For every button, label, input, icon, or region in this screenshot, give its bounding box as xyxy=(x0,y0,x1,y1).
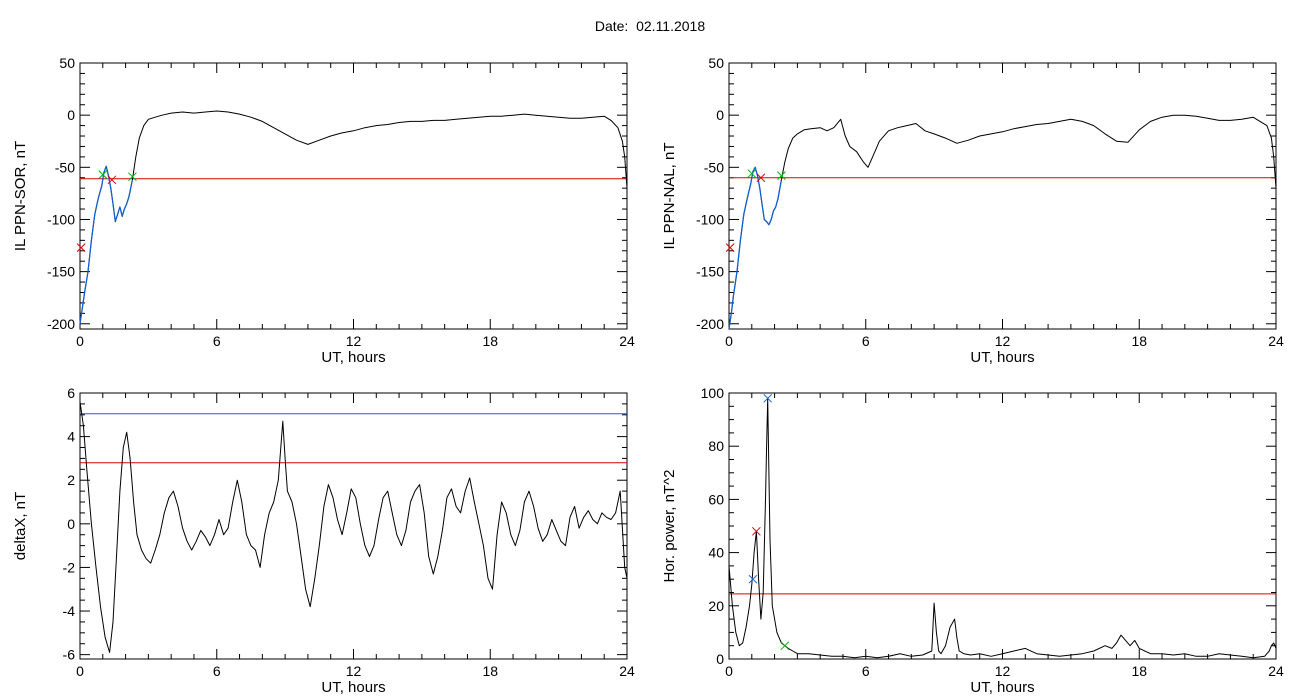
x-tick-label: 6 xyxy=(213,663,221,679)
series-line-signal xyxy=(728,114,1277,330)
y-tick-label: 80 xyxy=(708,438,724,454)
y-tick-label: -4 xyxy=(63,603,76,619)
series-line-highlight xyxy=(79,165,134,324)
marker-stroke xyxy=(98,170,108,179)
data-marker xyxy=(756,173,766,183)
y-tick-label: -2 xyxy=(63,559,76,575)
data-marker xyxy=(748,574,758,584)
marker-stroke xyxy=(756,173,766,183)
x-axis-title: UT, hours xyxy=(321,349,385,366)
x-tick-label: 24 xyxy=(619,663,635,679)
marker-stroke xyxy=(747,169,757,178)
marker-stroke xyxy=(780,641,790,651)
y-tick-label: -50 xyxy=(55,159,75,175)
y-tick-label: 50 xyxy=(708,55,724,71)
data-marker xyxy=(777,171,786,181)
x-tick-label: 6 xyxy=(862,333,870,349)
marker-stroke xyxy=(128,172,137,182)
plot-frame xyxy=(79,62,628,330)
x-tick-label: 0 xyxy=(76,333,84,349)
series-line-signal xyxy=(79,110,628,324)
x-tick-label: 0 xyxy=(725,663,733,679)
plot-frame xyxy=(728,62,1277,330)
chart-panel-3: 0 6 12 18 24 6 4 2 0 -2 -4 -6 UT, hours deltaX, nT xyxy=(12,385,635,696)
marker-stroke xyxy=(725,243,735,252)
x-tick-label: 12 xyxy=(995,663,1011,679)
y-tick-label: -100 xyxy=(47,211,75,227)
y-tick-label: -200 xyxy=(47,316,75,332)
y-tick-label: 50 xyxy=(59,55,75,71)
plot-frame xyxy=(728,392,1277,660)
y-tick-label: 0 xyxy=(716,107,724,123)
y-tick-label: 0 xyxy=(67,516,75,532)
x-tick-label: 24 xyxy=(1268,663,1284,679)
series-line-highlight xyxy=(728,166,783,330)
x-tick-label: 12 xyxy=(346,333,362,349)
y-tick-label: 0 xyxy=(67,107,75,123)
chart-panel-2: 0 6 12 18 24 50 0 -50 -100 -150 -200 UT, hours IL PP… xyxy=(661,55,1284,366)
data-marker xyxy=(76,243,86,252)
x-axis-title: UT, hours xyxy=(321,679,385,696)
x-tick-label: 24 xyxy=(619,333,635,349)
y-tick-label: -100 xyxy=(696,211,724,227)
data-marker xyxy=(128,172,137,182)
chart-panel-1: 0 6 12 18 24 50 0 -50 -100 -150 -200 UT, hours IL PP… xyxy=(12,55,635,366)
x-tick-label: 18 xyxy=(1131,333,1147,349)
y-axis-title: deltaX, nT xyxy=(12,492,29,560)
x-tick-label: 6 xyxy=(213,333,221,349)
page-title: Date: 02.11.2018 xyxy=(594,18,706,34)
marker-stroke xyxy=(748,574,758,584)
series-line-signal xyxy=(79,401,628,653)
y-tick-label: -200 xyxy=(696,316,724,332)
y-axis-title: Hor. power, nT^2 xyxy=(661,470,678,583)
x-axis-title: UT, hours xyxy=(970,349,1034,366)
x-tick-label: 6 xyxy=(862,663,870,679)
data-marker xyxy=(98,170,108,179)
x-tick-label: 24 xyxy=(1268,333,1284,349)
y-tick-label: 100 xyxy=(701,385,725,401)
data-marker xyxy=(725,243,735,252)
y-tick-label: -150 xyxy=(696,264,724,280)
x-tick-label: 0 xyxy=(76,663,84,679)
data-marker xyxy=(107,175,117,185)
x-tick-label: 12 xyxy=(346,663,362,679)
y-axis-title: IL PPN-SOR, nT xyxy=(12,141,29,251)
y-tick-label: -150 xyxy=(47,264,75,280)
marker-stroke xyxy=(763,393,773,403)
series-line-signal xyxy=(728,397,1277,659)
x-axis-title: UT, hours xyxy=(970,679,1034,696)
data-marker xyxy=(780,641,790,651)
y-tick-label: -6 xyxy=(63,647,76,663)
y-tick-label: 60 xyxy=(708,491,724,507)
x-tick-label: 18 xyxy=(1131,663,1147,679)
y-axis-title: IL PPN-NAL, nT xyxy=(661,143,678,250)
y-tick-label: 6 xyxy=(67,385,75,401)
chart-panel-4: 0 6 12 18 24 100 80 60 40 20 0 UT, hours Hor. power,… xyxy=(661,385,1284,696)
marker-stroke xyxy=(107,175,117,185)
data-marker xyxy=(751,526,761,536)
y-tick-label: 4 xyxy=(67,429,75,445)
x-tick-label: 18 xyxy=(482,333,498,349)
marker-stroke xyxy=(751,526,761,536)
y-tick-label: 2 xyxy=(67,472,75,488)
y-tick-label: 20 xyxy=(708,598,724,614)
marker-stroke xyxy=(76,243,86,252)
x-tick-label: 18 xyxy=(482,663,498,679)
data-marker xyxy=(763,393,773,403)
x-tick-label: 0 xyxy=(725,333,733,349)
y-tick-label: 0 xyxy=(716,651,724,667)
y-tick-label: 40 xyxy=(708,545,724,561)
data-marker xyxy=(747,169,757,178)
marker-stroke xyxy=(777,171,786,181)
y-tick-label: -50 xyxy=(704,159,724,175)
x-tick-label: 12 xyxy=(995,333,1011,349)
